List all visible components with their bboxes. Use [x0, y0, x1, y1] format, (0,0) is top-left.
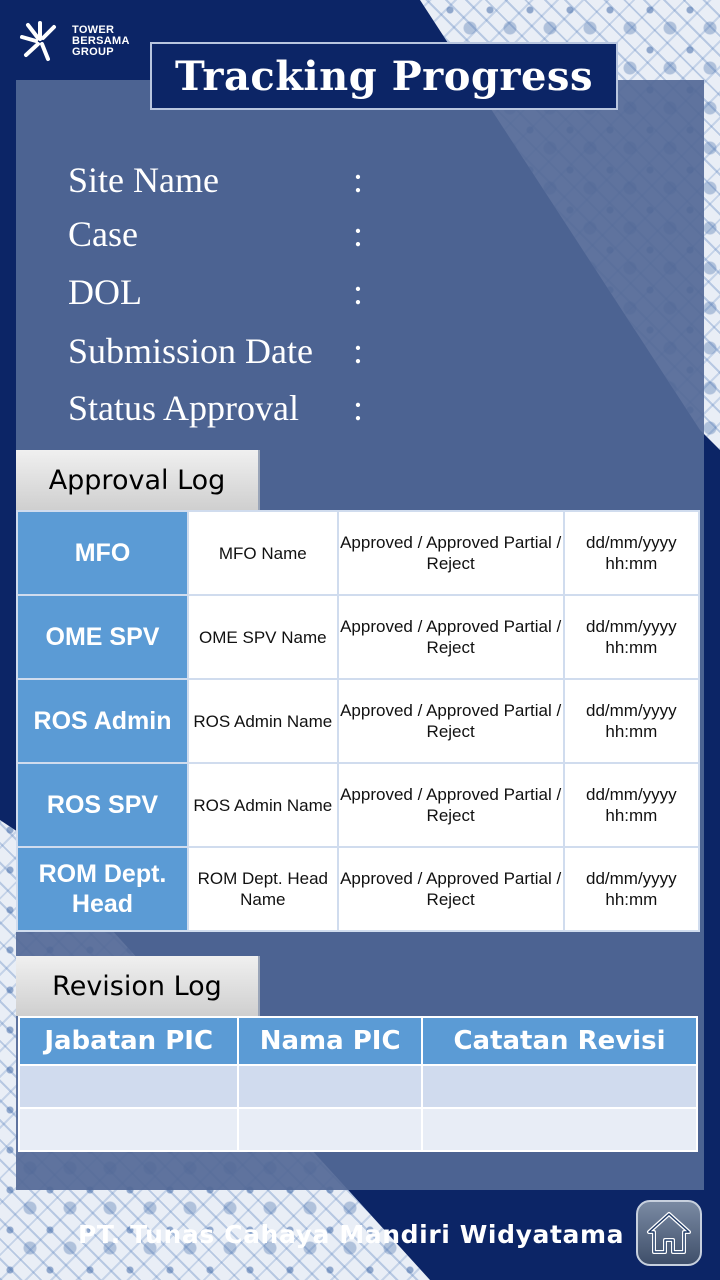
table-row: ROS Admin ROS Admin Name Approved / Appr… — [16, 678, 701, 764]
table-row: ROS SPV ROS Admin Name Approved / Approv… — [16, 762, 701, 848]
name-cell: ROS Admin Name — [187, 678, 339, 764]
info-row-case: Case : — [68, 209, 383, 259]
home-icon — [647, 1212, 691, 1254]
table-row: MFO MFO Name Approved / Approved Partial… — [16, 510, 701, 596]
table-row: OME SPV OME SPV Name Approved / Approved… — [16, 594, 701, 680]
column-header-nama-pic: Nama PIC — [237, 1016, 423, 1066]
name-cell: OME SPV Name — [187, 594, 339, 680]
revision-log-table: Jabatan PIC Nama PIC Catatan Revisi — [17, 1016, 699, 1152]
info-colon: : — [353, 388, 364, 428]
role-cell: ROS Admin — [16, 678, 189, 764]
empty-cell — [17, 1107, 240, 1152]
info-colon: : — [353, 272, 364, 312]
date-cell: dd/mm/yyyy hh:mm — [562, 510, 701, 596]
info-row-dol: DOL : — [68, 267, 383, 317]
role-cell: ROS SPV — [16, 762, 189, 848]
info-row-submission-date: Submission Date : — [68, 326, 383, 376]
info-label: Status Approval — [68, 388, 299, 428]
name-cell: ROS Admin Name — [187, 762, 339, 848]
status-cell: Approved / Approved Partial / Reject — [336, 678, 565, 764]
date-cell: dd/mm/yyyy hh:mm — [562, 594, 701, 680]
status-cell: Approved / Approved Partial / Reject — [336, 846, 565, 932]
revision-log-tab[interactable]: Revision Log — [16, 956, 260, 1016]
empty-cell — [17, 1064, 240, 1109]
page-title-box: Tracking Progress — [150, 42, 618, 110]
approval-log-tab-label: Approval Log — [48, 464, 226, 496]
page-title: Tracking Progress — [175, 52, 593, 100]
empty-cell — [420, 1107, 699, 1152]
name-cell: MFO Name — [187, 510, 339, 596]
info-colon: : — [353, 331, 364, 371]
logo-line-1: TOWER — [72, 23, 115, 36]
info-colon: : — [353, 160, 364, 200]
column-header-catatan-revisi: Catatan Revisi — [420, 1016, 699, 1066]
logo-line-2: BERSAMA — [72, 34, 130, 47]
logo-line-3: GROUP — [72, 45, 114, 58]
role-cell: OME SPV — [16, 594, 189, 680]
empty-cell — [237, 1107, 423, 1152]
info-label: Case — [68, 214, 138, 254]
info-row-status-approval: Status Approval : — [68, 383, 383, 433]
home-button[interactable] — [636, 1200, 702, 1266]
info-label: DOL — [68, 272, 142, 312]
table-row — [17, 1107, 699, 1152]
status-cell: Approved / Approved Partial / Reject — [336, 510, 565, 596]
table-row: ROM Dept. Head ROM Dept. Head Name Appro… — [16, 846, 701, 932]
role-cell: ROM Dept. Head — [16, 846, 189, 932]
table-row — [17, 1064, 699, 1109]
info-row-site-name: Site Name : — [68, 155, 383, 205]
date-cell: dd/mm/yyyy hh:mm — [562, 846, 701, 932]
status-cell: Approved / Approved Partial / Reject — [336, 594, 565, 680]
logo-text: TOWER BERSAMA GROUP — [72, 23, 130, 58]
role-cell: MFO — [16, 510, 189, 596]
tower-bersama-logo: TOWER BERSAMA GROUP — [16, 16, 146, 66]
column-header-jabatan-pic: Jabatan PIC — [17, 1016, 240, 1066]
date-cell: dd/mm/yyyy hh:mm — [562, 678, 701, 764]
name-cell: ROM Dept. Head Name — [187, 846, 339, 932]
approval-log-tab[interactable]: Approval Log — [16, 450, 260, 510]
table-header-row: Jabatan PIC Nama PIC Catatan Revisi — [17, 1016, 699, 1066]
empty-cell — [237, 1064, 423, 1109]
date-cell: dd/mm/yyyy hh:mm — [562, 762, 701, 848]
footer-company-name: PT. Tunas Cahaya Mandiri Widyatama — [78, 1219, 625, 1249]
sunburst-logo-icon — [20, 21, 56, 61]
approval-log-table: MFO MFO Name Approved / Approved Partial… — [16, 510, 701, 932]
empty-cell — [420, 1064, 699, 1109]
status-cell: Approved / Approved Partial / Reject — [336, 762, 565, 848]
info-label: Submission Date — [68, 331, 314, 371]
info-label: Site Name — [68, 160, 219, 200]
revision-log-tab-label: Revision Log — [52, 970, 222, 1002]
info-colon: : — [353, 214, 364, 254]
